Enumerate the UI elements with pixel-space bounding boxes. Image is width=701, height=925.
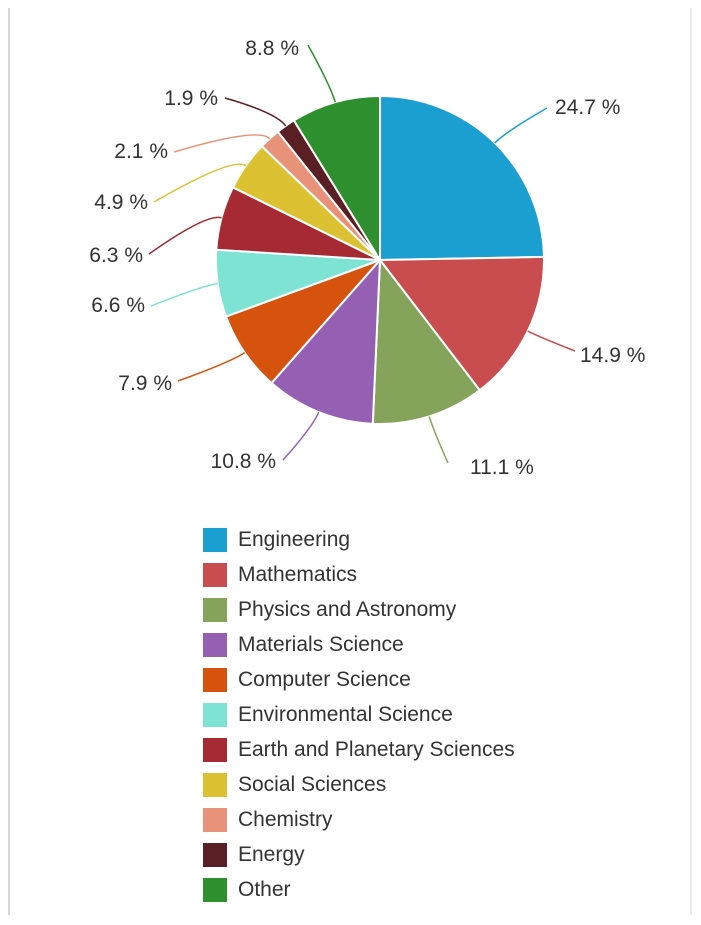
slice-value-label: 1.9 % bbox=[164, 87, 218, 110]
slice-value-label: 14.9 % bbox=[580, 344, 645, 367]
label-connector bbox=[224, 97, 287, 127]
legend-label: Chemistry bbox=[238, 807, 333, 831]
slice-value-label: 10.8 % bbox=[211, 450, 276, 473]
legend-item: Chemistry bbox=[203, 802, 515, 837]
legend-label: Energy bbox=[238, 842, 305, 866]
label-connector bbox=[153, 163, 247, 203]
legend-label: Engineering bbox=[238, 527, 351, 551]
legend-swatch bbox=[203, 737, 227, 762]
pie-slice-engineering bbox=[379, 94, 545, 262]
pie-slice-mathematics bbox=[378, 255, 545, 392]
label-connector bbox=[177, 351, 246, 382]
legend-item: Energy bbox=[203, 837, 515, 872]
legend-swatch bbox=[203, 597, 227, 622]
slice-value-label: 2.1 % bbox=[114, 140, 168, 163]
legend-item: Mathematics bbox=[203, 557, 515, 592]
pie-slices bbox=[215, 94, 545, 425]
slice-value-label: 6.3 % bbox=[89, 244, 143, 267]
slice-value-label: 11.1 % bbox=[470, 456, 534, 479]
legend-swatch bbox=[203, 807, 227, 832]
label-connector bbox=[494, 107, 548, 144]
legend-swatch bbox=[203, 667, 227, 692]
pie-slice-physics-and-astronomy bbox=[371, 257, 482, 425]
label-connector bbox=[307, 44, 336, 103]
label-connector bbox=[282, 411, 320, 461]
legend-label: Mathematics bbox=[238, 562, 358, 586]
legend-item: Social Sciences bbox=[203, 767, 515, 802]
label-connector bbox=[428, 416, 449, 464]
legend-label: Computer Science bbox=[238, 667, 411, 691]
pie-slice-materials-science bbox=[270, 257, 382, 425]
slice-value-label: 4.9 % bbox=[94, 191, 148, 214]
legend-swatch bbox=[203, 877, 227, 902]
legend-swatch bbox=[203, 562, 227, 587]
legend-item: Computer Science bbox=[203, 662, 515, 697]
label-connectors bbox=[148, 44, 576, 464]
legend-swatch bbox=[203, 527, 227, 552]
legend-item: Environmental Science bbox=[203, 697, 515, 732]
legend-label: Materials Science bbox=[238, 632, 404, 656]
legend-swatch bbox=[203, 632, 227, 657]
legend-label: Other bbox=[238, 877, 291, 901]
chart-legend: Engineering Mathematics Physics and Astron… bbox=[203, 522, 515, 907]
legend-label: Environmental Science bbox=[238, 702, 453, 726]
slice-value-label: 24.7 % bbox=[555, 96, 620, 119]
label-connector bbox=[148, 216, 222, 255]
legend-label: Social Sciences bbox=[238, 772, 387, 796]
legend-swatch bbox=[203, 842, 227, 867]
legend-label: Earth and Planetary Sciences bbox=[238, 737, 515, 761]
legend-item: Physics and Astronomy bbox=[203, 592, 515, 627]
slice-labels: 24.7 % 14.9 % 11.1 % 10.8 % 7.9 % 6.6 % 6.3 % 4… bbox=[89, 37, 645, 479]
slice-value-label: 6.6 % bbox=[91, 294, 145, 317]
legend-item: Earth and Planetary Sciences bbox=[203, 732, 515, 767]
legend-swatch bbox=[203, 772, 227, 797]
legend-item: Materials Science bbox=[203, 627, 515, 662]
legend-swatch bbox=[203, 702, 227, 727]
slice-value-label: 7.9 % bbox=[118, 372, 172, 395]
pie-slice-other bbox=[292, 94, 381, 264]
legend-item: Engineering bbox=[203, 522, 515, 557]
label-connector bbox=[150, 282, 218, 307]
legend-item: Other bbox=[203, 872, 515, 907]
legend-label: Physics and Astronomy bbox=[238, 597, 457, 621]
slice-value-label: 8.8 % bbox=[245, 37, 299, 60]
label-connector bbox=[527, 330, 576, 352]
label-connector bbox=[173, 134, 271, 153]
